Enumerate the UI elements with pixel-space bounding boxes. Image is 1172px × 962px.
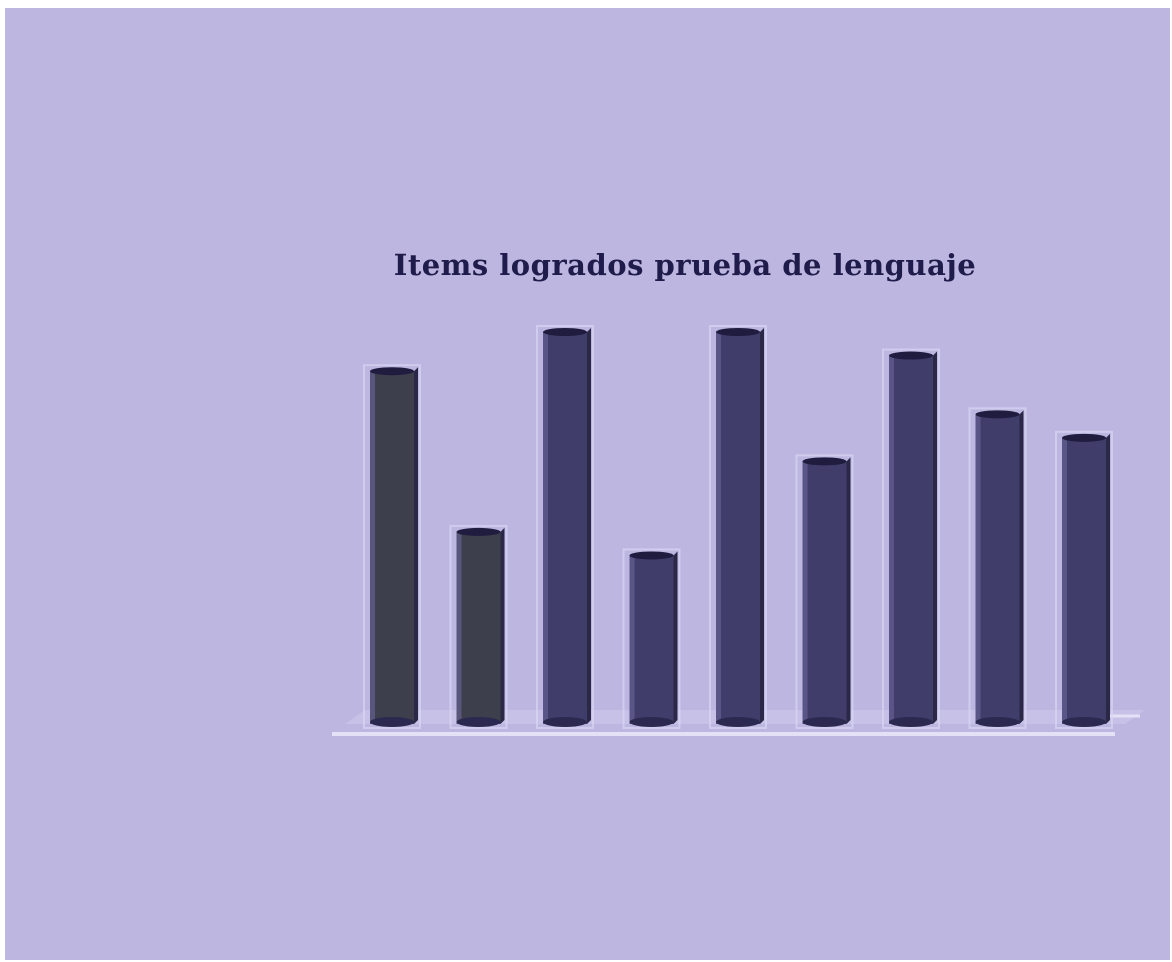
bar-base <box>1062 717 1106 727</box>
bar-outline <box>363 364 421 729</box>
bar-highlight <box>543 332 548 724</box>
bar-outline <box>449 524 508 729</box>
bar <box>882 348 940 729</box>
bar-body <box>716 332 760 724</box>
bar-highlight <box>1062 437 1067 724</box>
bar-outline <box>968 407 1027 729</box>
bar-side <box>933 351 937 724</box>
bars <box>363 325 1113 729</box>
bar <box>709 325 767 729</box>
bar-highlight <box>370 371 375 724</box>
bar-top <box>889 351 933 360</box>
bar-body <box>1062 437 1106 724</box>
bar-base <box>543 717 587 727</box>
bar-body <box>543 332 587 724</box>
bar-top <box>370 367 414 376</box>
bar <box>363 364 421 729</box>
bar-side <box>673 551 678 724</box>
bar-side <box>414 367 418 724</box>
bar-top <box>629 551 674 560</box>
bar-highlight <box>802 461 808 724</box>
bar-base <box>716 717 760 727</box>
bar-body <box>975 414 1020 724</box>
bar-side <box>587 328 591 724</box>
bar <box>449 524 508 729</box>
bar-top <box>802 457 847 466</box>
bar-body <box>456 531 501 724</box>
bar-body <box>802 461 847 724</box>
bar-base <box>802 717 847 727</box>
bar-body <box>629 555 674 724</box>
bar-body <box>370 371 414 724</box>
bar-outline <box>536 325 594 729</box>
bar <box>536 325 594 729</box>
bar-highlight <box>456 531 462 724</box>
bar-base <box>456 717 501 727</box>
bar-top <box>716 328 760 336</box>
bar <box>795 454 854 729</box>
bar <box>1055 430 1113 729</box>
bar <box>622 548 681 729</box>
bar-outline <box>882 348 940 729</box>
bar-top <box>1062 433 1106 442</box>
bar-top <box>543 328 587 336</box>
bar-outline <box>709 325 767 729</box>
bar-outline <box>622 548 681 729</box>
bar-outline <box>1055 430 1113 729</box>
bar-base <box>370 717 414 727</box>
bar-highlight <box>975 414 981 724</box>
bar-side <box>846 457 851 724</box>
bar-base <box>629 717 674 727</box>
bar-side <box>1019 410 1024 724</box>
bar-side <box>1106 433 1110 724</box>
bar-outline <box>795 454 854 729</box>
chart-title: Items logrados prueba de lenguaje <box>393 248 977 282</box>
bar-top <box>975 410 1020 419</box>
bar-highlight <box>889 355 894 724</box>
bar-side <box>760 328 764 724</box>
bar-body <box>889 355 933 724</box>
bar-side <box>500 527 505 724</box>
bar-top <box>456 527 501 536</box>
bar <box>968 407 1027 729</box>
bar-highlight <box>629 555 635 724</box>
bar-base <box>889 717 933 727</box>
bar-highlight <box>716 332 721 724</box>
bar-base <box>975 717 1020 727</box>
